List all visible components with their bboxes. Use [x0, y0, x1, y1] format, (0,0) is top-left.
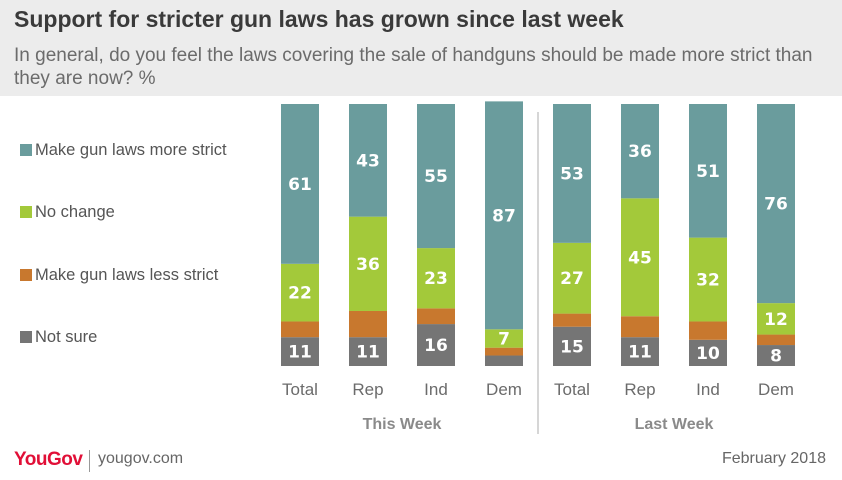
bar-segment — [689, 321, 727, 340]
bar-segment — [757, 334, 795, 346]
chart-title: Support for stricter gun laws has grown … — [14, 6, 624, 32]
bar-segment — [281, 337, 319, 366]
data-label: 22 — [288, 284, 312, 304]
legend-item-more-strict: Make gun laws more strict — [20, 140, 227, 160]
legend-swatch — [20, 331, 32, 343]
bar-segment — [485, 329, 523, 348]
x-tick-label: Ind — [424, 380, 448, 399]
bar-segment — [621, 337, 659, 366]
data-label: 15 — [560, 337, 584, 357]
group-label: This Week — [363, 416, 442, 433]
x-tick-label: Ind — [696, 380, 720, 399]
bar-segment — [417, 324, 455, 366]
legend-swatch — [20, 206, 32, 218]
data-label: 7 — [498, 329, 510, 349]
bar-segment — [281, 104, 319, 264]
bar-segment — [621, 316, 659, 338]
data-label: 51 — [696, 162, 720, 182]
bar-segment — [281, 263, 319, 322]
x-tick-label: Dem — [758, 380, 794, 399]
data-label: 11 — [288, 343, 312, 363]
bar-segment — [553, 242, 591, 314]
data-label: 27 — [560, 269, 584, 289]
data-label: 8 — [770, 347, 782, 367]
data-label: 43 — [356, 151, 380, 171]
bar-segment — [553, 326, 591, 366]
chart-subtitle: In general, do you feel the laws coverin… — [14, 45, 813, 89]
legend-item-less-strict: Make gun laws less strict — [20, 265, 218, 285]
x-tick-label: Dem — [486, 380, 522, 399]
legend-swatch — [20, 144, 32, 156]
header: Support for stricter gun laws has grown … — [0, 0, 842, 96]
x-tick-label: Total — [282, 380, 318, 399]
bar-segment — [757, 303, 795, 335]
bar-segment — [281, 321, 319, 338]
footer-date: February 2018 — [721, 450, 826, 467]
legend-item-no-change: No change — [20, 202, 115, 222]
group-label: Last Week — [635, 416, 714, 433]
legend-label: Make gun laws more strict — [35, 140, 227, 159]
bar-segment — [349, 216, 387, 311]
data-label: 87 — [492, 206, 516, 226]
bar-segment — [417, 104, 455, 249]
data-label: 45 — [628, 248, 652, 268]
data-label: 11 — [356, 343, 380, 363]
bar-segment — [553, 104, 591, 243]
footer-divider — [89, 450, 90, 472]
bar-segment — [349, 104, 387, 217]
data-label: 61 — [288, 175, 312, 195]
bar-segment — [349, 310, 387, 338]
bar-segment — [689, 104, 727, 238]
legend-label: Make gun laws less strict — [35, 265, 219, 284]
bar-segment — [417, 248, 455, 309]
bar-segment — [689, 237, 727, 322]
bar-segment — [757, 104, 795, 304]
data-label: 32 — [696, 271, 720, 291]
data-label: 55 — [424, 167, 448, 187]
x-tick-label: Rep — [352, 380, 383, 399]
data-label: 36 — [628, 142, 652, 162]
bar-segment — [485, 101, 523, 330]
data-label: 36 — [356, 255, 380, 275]
legend-swatch — [20, 269, 32, 281]
x-tick-label: Rep — [624, 380, 655, 399]
footer-site: yougov.com — [98, 450, 184, 467]
bar-segment — [757, 345, 795, 366]
data-label: 53 — [560, 164, 584, 184]
yougov-logo: YouGov — [14, 449, 83, 470]
bar-segment — [349, 337, 387, 366]
bar-segment — [689, 339, 727, 366]
bar-segment — [553, 313, 591, 327]
bar-segment — [621, 104, 659, 199]
bar-segment — [485, 355, 523, 366]
legend-item-not-sure: Not sure — [20, 327, 97, 347]
data-label: 11 — [628, 343, 652, 363]
data-label: 12 — [764, 310, 788, 330]
legend-label: No change — [35, 202, 115, 221]
bar-segment — [485, 347, 523, 356]
bar-segment — [417, 308, 455, 325]
bar-segment — [621, 198, 659, 317]
data-label: 16 — [424, 336, 448, 356]
data-label: 23 — [424, 269, 448, 289]
x-tick-label: Total — [554, 380, 590, 399]
data-label: 76 — [764, 195, 788, 215]
data-label: 10 — [696, 344, 720, 364]
legend-label: Not sure — [35, 327, 98, 346]
